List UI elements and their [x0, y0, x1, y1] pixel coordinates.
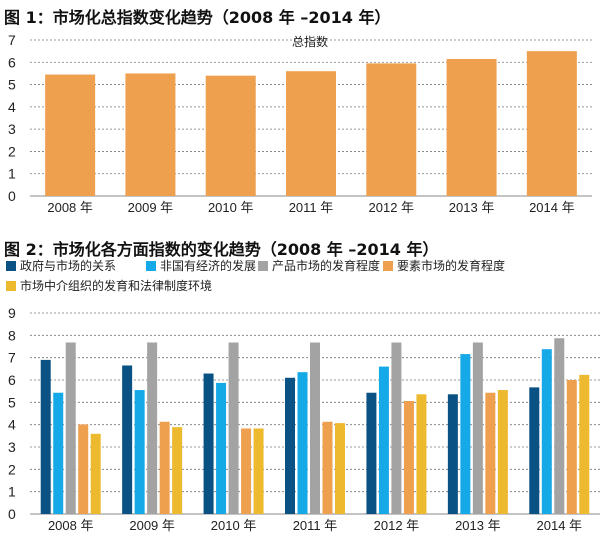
- bar-2-6-0: [529, 387, 540, 514]
- legend-label: 市场中介组织的发育和法律制度环境: [20, 278, 212, 293]
- y-tick-label: 2: [8, 461, 16, 477]
- x-tick-label: 2012 年: [374, 518, 420, 533]
- y-tick-label: 9: [8, 305, 16, 321]
- bar-2-5-0: [447, 394, 458, 514]
- bar-2-4-1: [378, 366, 389, 514]
- y-tick-label: 1: [8, 166, 16, 182]
- x-tick-label: 2009 年: [128, 200, 174, 215]
- x-tick-label: 2012 年: [369, 200, 415, 215]
- legend-swatch: [146, 261, 156, 271]
- bar-2-6-1: [541, 349, 552, 514]
- bar-2-2-4: [253, 428, 264, 514]
- y-tick-label: 4: [8, 99, 16, 115]
- bar-2-4-2: [391, 342, 402, 514]
- bar-1-3-0: [286, 71, 336, 196]
- bar-1-4-0: [366, 63, 417, 197]
- bar-2-4-4: [416, 394, 427, 514]
- bar-2-5-3: [485, 392, 496, 514]
- y-tick-label: 6: [8, 54, 16, 70]
- bar-2-0-2: [65, 342, 76, 514]
- bar-2-2-2: [228, 342, 239, 514]
- chart2-title: 图 2：市场化各方面指数的变化趋势（2008 年 –2014 年）: [4, 240, 439, 259]
- y-tick-label: 5: [8, 394, 16, 410]
- x-tick-label: 2014 年: [529, 200, 575, 215]
- y-tick-label: 7: [8, 32, 16, 48]
- bar-2-2-1: [216, 382, 227, 514]
- bar-2-1-2: [147, 342, 158, 514]
- bar-2-6-4: [579, 374, 590, 514]
- bar-2-3-4: [335, 423, 345, 514]
- chart1-title: 图 1：市场化总指数变化趋势（2008 年 –2014 年）: [4, 8, 391, 27]
- bar-1-6-0: [526, 51, 577, 197]
- y-tick-label: 7: [8, 350, 16, 366]
- y-tick-label: 4: [8, 417, 16, 433]
- legend-label: 总指数: [292, 34, 328, 49]
- y-tick-label: 1: [8, 484, 16, 500]
- y-tick-label: 5: [8, 77, 16, 93]
- bar-2-5-4: [497, 390, 508, 514]
- legend-swatch: [258, 261, 268, 271]
- bar-2-6-3: [566, 380, 577, 514]
- y-tick-label: 6: [8, 372, 16, 388]
- bar-2-1-4: [172, 427, 183, 514]
- legend-label: 产品市场的发育程度: [272, 258, 380, 273]
- legend-swatch: [6, 261, 16, 271]
- bar-2-0-3: [78, 424, 89, 514]
- y-tick-label: 3: [8, 121, 16, 137]
- bar-2-3-0: [285, 377, 295, 514]
- x-tick-label: 2010 年: [208, 200, 254, 215]
- bar-2-0-4: [90, 433, 101, 514]
- x-tick-label: 2013 年: [449, 200, 495, 215]
- legend-swatch: [6, 281, 16, 291]
- x-tick-label: 2008 年: [48, 518, 94, 533]
- y-tick-label: 0: [8, 188, 16, 204]
- x-tick-label: 2011 年: [289, 200, 334, 215]
- bar-2-3-2: [310, 342, 320, 514]
- x-tick-label: 2013 年: [455, 518, 501, 533]
- legend-label: 非国有经济的发展: [160, 258, 256, 273]
- bar-2-2-0: [203, 373, 214, 514]
- bar-2-1-3: [159, 421, 170, 514]
- bar-2-5-1: [460, 354, 471, 514]
- bar-2-4-3: [403, 400, 414, 514]
- y-tick-label: 3: [8, 439, 16, 455]
- y-tick-label: 8: [8, 327, 16, 343]
- bar-2-2-3: [241, 428, 252, 514]
- bar-2-3-1: [297, 372, 308, 514]
- legend-label: 政府与市场的关系: [20, 258, 116, 273]
- bar-2-1-0: [122, 365, 133, 514]
- bar-2-5-2: [472, 342, 483, 514]
- bar-2-1-1: [134, 390, 145, 514]
- legend-swatch: [383, 261, 393, 271]
- x-tick-label: 2011 年: [293, 518, 338, 533]
- x-tick-label: 2008 年: [47, 200, 93, 215]
- bar-2-0-0: [40, 359, 51, 514]
- bar-1-1-0: [125, 73, 176, 196]
- bar-1-2-0: [205, 75, 256, 196]
- legend-label: 要素市场的发育程度: [397, 258, 505, 273]
- bar-1-5-0: [446, 58, 497, 196]
- x-tick-label: 2014 年: [537, 518, 583, 533]
- bar-2-6-2: [554, 338, 565, 514]
- bar-2-0-1: [53, 392, 64, 514]
- x-tick-label: 2010 年: [211, 518, 257, 533]
- y-tick-label: 0: [8, 506, 16, 522]
- bar-2-3-3: [322, 421, 333, 514]
- y-tick-label: 2: [8, 143, 16, 159]
- bar-2-4-0: [366, 392, 377, 514]
- x-tick-label: 2009 年: [129, 518, 175, 533]
- bar-1-0-0: [45, 74, 96, 196]
